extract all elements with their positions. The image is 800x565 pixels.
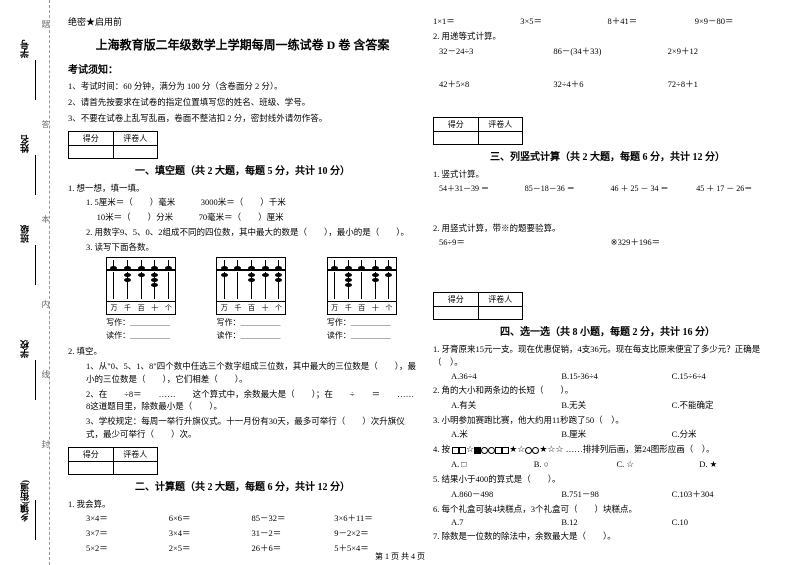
mc-7: 7. 除数是一位数的除法中，余数最大是（ ）。: [433, 530, 782, 543]
section-2-title: 二、计算题（共 2 大题，每题 6 分，共计 12 分）: [68, 478, 417, 493]
main-content: 绝密★启用前 上海教育版二年级数学上学期每周一练试卷 D 卷 含答案 考试须知：…: [50, 0, 800, 565]
mc-6: 6. 每个礼盒可装4块糕点，3个礼盒可（ ）块糕点。: [433, 503, 782, 516]
exam-title: 上海教育版二年级数学上学期每周一练试卷 D 卷 含答案: [68, 36, 417, 53]
section-1-title: 一、填空题（共 2 大题，每题 5 分，共计 10 分）: [68, 162, 417, 177]
square-icon: [452, 447, 459, 454]
q1-stem: 1. 想一想，填一填。: [68, 182, 417, 195]
mc-4: 4. 按 ☆★☆★☆☆ ……排排列后画，第24图形应画（ ）。: [433, 443, 782, 457]
q1-a: 1. 5厘米＝（ ）毫米 3000米＝（ ）千米: [68, 196, 417, 209]
section-3-title: 三、列竖式计算（共 2 大题，每题 6 分，共计 12 分）: [433, 148, 782, 163]
q6-stem: 2. 用竖式计算，带※的题要验算。: [433, 222, 782, 235]
mc-5: 5. 结果小于400的算式是（ ）。: [433, 473, 782, 486]
abacus-3: 万千百十个 写作：＿＿＿＿＿ 读作：＿＿＿＿＿: [327, 257, 397, 341]
score-box-2: 得分 评卷人: [68, 447, 158, 475]
abacus-row: 万千百十个 写作：＿＿＿＿＿ 读作：＿＿＿＿＿ 万千百十个 写作：＿＿＿＿＿ 读…: [68, 257, 417, 341]
q2-c: 3、学校规定：每周一举行升旗仪式。十一月份有30天，最多可举行（ ）次升旗仪式，…: [68, 415, 417, 441]
notice-2: 2、请首先按要求在试卷的指定位置填写您的姓名、班级、学号。: [68, 97, 417, 109]
field-class: 班级: [18, 225, 31, 243]
notice-3: 3、不要在试卷上乱写乱画，卷面不整洁扣 2 分，密封线外请勿作答。: [68, 113, 417, 125]
binding-margin: 学号 姓名 班级 学校 乡镇(街道) 题 答 本 内 线 封: [0, 0, 50, 565]
circle-icon: [525, 447, 532, 454]
field-township: 乡镇(街道): [18, 480, 31, 522]
page-footer: 第 1 页 共 4 页: [0, 551, 800, 562]
mc-2: 2. 角的大小和两条边的长短（ ）。: [433, 384, 782, 397]
score-box-1: 得分 评卷人: [68, 131, 158, 159]
field-student-id: 学号: [18, 40, 31, 58]
abacus-2: 万千百十个 写作：＿＿＿＿＿ 读作：＿＿＿＿＿: [216, 257, 286, 341]
section-4-title: 四、选一选（共 8 小题，每题 2 分，共计 16 分）: [433, 323, 782, 338]
score-box-3: 得分 评卷人: [433, 117, 523, 145]
q4-stem: 2. 用递等式计算。: [433, 30, 782, 43]
q5-stem: 1. 竖式计算。: [433, 168, 782, 181]
mc-1: 1. 牙膏原来15元一支。现在优惠促销，4支36元。现在每支比原来便宜了多少元？…: [433, 343, 782, 369]
left-column: 绝密★启用前 上海教育版二年级数学上学期每周一练试卷 D 卷 含答案 考试须知：…: [60, 15, 425, 560]
field-name: 姓名: [18, 135, 31, 153]
q2-a: 1、从"0、5、1、8"四个数中任选三个数字组成三位数，其中最大的三位数是（ ）…: [68, 360, 417, 386]
mc-3: 3. 小明参加赛跑比赛，他大约用11秒跑了50（ ）。: [433, 414, 782, 427]
circle-icon: [481, 447, 488, 454]
circle-icon: [488, 447, 495, 454]
square-filled-icon: [474, 447, 481, 454]
q1-b: 10米＝（ ）分米 70毫米＝（ ）厘米: [68, 211, 417, 224]
notice-1: 1、考试时间：60 分钟，满分为 100 分（含卷面分 2 分）。: [68, 81, 417, 93]
q2-stem: 2. 填空。: [68, 345, 417, 358]
q3-stem: 1. 我会算。: [68, 498, 417, 511]
notice-heading: 考试须知：: [68, 61, 417, 76]
q2-b: 2、在 ÷8＝ …… 这个算式中，余数最大是（ ）；在 ÷ ＝ ……8这道题目里…: [68, 388, 417, 414]
q1-c: 2. 用数字9、5、0、2组成不同的四位数，其中最大的数是（ ），最小的是（ ）…: [68, 226, 417, 239]
square-icon: [495, 447, 502, 454]
confidential-label: 绝密★启用前: [68, 15, 417, 28]
q1-d: 3. 读写下面各数。: [68, 241, 417, 254]
field-school: 学校: [18, 340, 31, 358]
right-column: 1×1＝3×5＝8＋41＝9×9－80＝ 2. 用递等式计算。 32－24÷38…: [425, 15, 790, 560]
score-box-4: 得分 评卷人: [433, 292, 523, 320]
abacus-1: 万千百十个 写作：＿＿＿＿＿ 读作：＿＿＿＿＿: [106, 257, 176, 341]
